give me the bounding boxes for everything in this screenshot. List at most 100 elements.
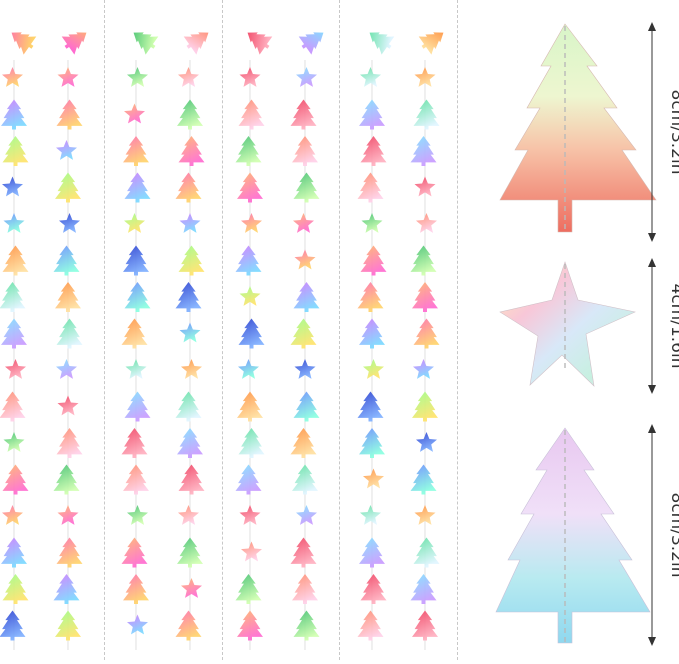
garland-tree bbox=[178, 136, 205, 166]
garland-star bbox=[239, 286, 261, 306]
dimension-label-tree-top: 8cm/3.2in bbox=[667, 90, 679, 175]
garland-star bbox=[127, 67, 148, 87]
garland-star bbox=[416, 432, 437, 452]
star-ornament bbox=[499, 261, 636, 387]
garland-star bbox=[414, 176, 436, 197]
garland-top-tree bbox=[418, 32, 444, 55]
garland-tree bbox=[124, 282, 151, 312]
garland-top-tree bbox=[183, 32, 209, 55]
garland-tree bbox=[412, 610, 438, 641]
garland-tree bbox=[410, 574, 437, 604]
garland-tree bbox=[0, 282, 26, 312]
garland-star bbox=[413, 359, 434, 379]
garland-tree bbox=[1, 537, 27, 568]
garland-tree bbox=[123, 136, 149, 166]
garland-strands-panel bbox=[0, 0, 458, 660]
garland-tree bbox=[410, 245, 437, 276]
garland-star bbox=[181, 359, 202, 379]
garland-star bbox=[416, 213, 437, 233]
garland-top-tree bbox=[369, 32, 395, 55]
garland-top-tree bbox=[247, 32, 273, 55]
garland-star bbox=[360, 505, 381, 525]
garland-tree bbox=[413, 99, 440, 130]
large-tree-bottom bbox=[495, 427, 651, 644]
garland-tree bbox=[293, 282, 320, 312]
garland-star bbox=[179, 322, 201, 343]
garland-tree bbox=[360, 136, 387, 166]
garland-tree bbox=[237, 172, 263, 203]
garland-tree bbox=[175, 172, 202, 203]
garland-tree bbox=[123, 574, 149, 604]
garland-tree bbox=[357, 172, 384, 203]
garland-tree bbox=[292, 574, 318, 604]
garland-tree bbox=[237, 610, 263, 641]
garland-tree bbox=[177, 99, 203, 130]
strand-divider-1 bbox=[104, 0, 105, 660]
garland-star bbox=[241, 213, 262, 233]
garland-tree bbox=[0, 610, 26, 641]
garland-tree bbox=[175, 282, 202, 312]
garland-tree bbox=[2, 136, 29, 166]
garland-star bbox=[239, 505, 261, 525]
garland-tree bbox=[121, 428, 148, 458]
garland-tree bbox=[1, 318, 27, 349]
garland-star bbox=[294, 249, 316, 270]
garland-tree bbox=[238, 99, 265, 130]
garland-tree bbox=[293, 172, 320, 203]
garland-star bbox=[293, 213, 314, 233]
garland-star bbox=[5, 359, 26, 379]
dimension-arrow-star bbox=[648, 258, 656, 394]
garland-star bbox=[127, 614, 148, 635]
garland-tree bbox=[290, 537, 317, 568]
garland-star bbox=[124, 213, 145, 233]
dimension-arrow-tree-bottom bbox=[648, 424, 656, 646]
garland-star bbox=[181, 578, 202, 598]
garland-tree bbox=[2, 574, 29, 604]
dimension-label-tree-bottom: 8cm/3.2in bbox=[667, 493, 679, 578]
garland-tree bbox=[177, 537, 203, 568]
garland-tree bbox=[290, 428, 317, 458]
garland-tree bbox=[1, 99, 27, 130]
size-reference-panel: 8cm/3.2in 4cm/1.6in 8cm/3.2in bbox=[470, 0, 679, 660]
strand-divider-2 bbox=[222, 0, 223, 660]
garland-star bbox=[56, 359, 77, 379]
garland-tree bbox=[53, 464, 80, 495]
garland-tree bbox=[359, 428, 385, 458]
garland-star bbox=[127, 505, 148, 525]
garland-star bbox=[361, 213, 383, 233]
garland-star bbox=[363, 468, 384, 489]
garland-top-tree bbox=[298, 32, 324, 55]
garland-tree bbox=[360, 574, 387, 604]
large-tree-top bbox=[499, 23, 657, 233]
garland-tree bbox=[177, 428, 203, 458]
garland-top-tree bbox=[133, 32, 159, 55]
garland-star bbox=[414, 505, 436, 525]
dimension-label-star: 4cm/1.6in bbox=[667, 284, 679, 369]
garland-tree bbox=[359, 99, 385, 130]
garland-tree bbox=[357, 391, 384, 422]
garland-tree bbox=[56, 428, 83, 458]
garland-star bbox=[2, 176, 23, 197]
garland-star bbox=[178, 67, 199, 87]
garland-tree bbox=[292, 136, 318, 166]
garland-tree bbox=[235, 136, 262, 166]
garland-tree bbox=[178, 464, 205, 495]
garland-tree bbox=[410, 136, 437, 166]
garland-star bbox=[296, 505, 317, 525]
garland-tree bbox=[412, 391, 438, 422]
garland-star bbox=[294, 359, 316, 379]
garland-star bbox=[57, 505, 79, 525]
garland-tree bbox=[2, 245, 29, 276]
garland-tree bbox=[359, 318, 385, 349]
garland-tree bbox=[357, 610, 384, 641]
garland-top-tree bbox=[61, 32, 87, 55]
garland-tree bbox=[56, 318, 83, 349]
garland-star bbox=[3, 432, 25, 452]
garland-tree bbox=[121, 537, 148, 568]
garland-tree bbox=[175, 391, 202, 422]
garland-star bbox=[363, 359, 384, 379]
dimension-arrow-tree-top bbox=[648, 22, 656, 242]
garland-strands-image bbox=[0, 32, 444, 650]
garland-tree bbox=[357, 282, 384, 312]
garland-tree bbox=[413, 537, 440, 568]
